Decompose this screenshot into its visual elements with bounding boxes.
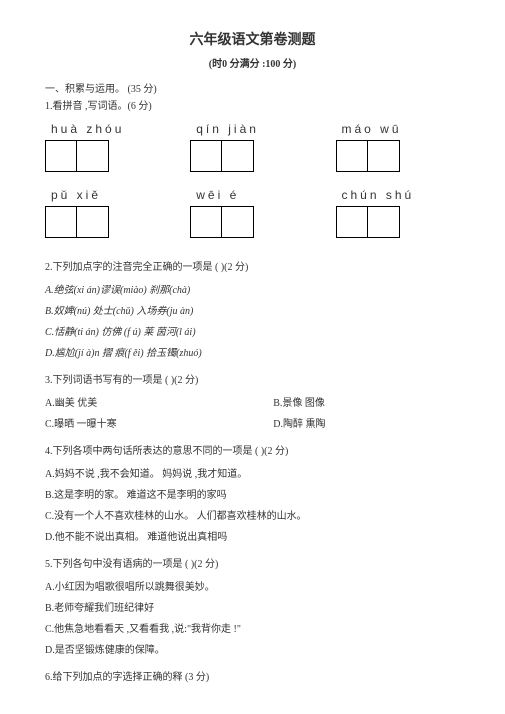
pinyin-text: chún shú <box>336 186 461 204</box>
q5-heading: 5.下列各句中没有语病的一项是 ( )(2 分) <box>45 557 460 572</box>
q3-row-cd: C.曝晒 一曝十寒 D.陶醉 熏陶 <box>45 417 460 432</box>
pinyin-cell-1-1: huà zhóu <box>45 120 170 182</box>
char-box <box>45 206 170 238</box>
q4-option-d: D.他不能不说出真相。 难道他说出真相吗 <box>45 530 460 545</box>
pinyin-cell-2-3: chún shú <box>336 186 461 248</box>
page-subtitle: (时0 分满分 :100 分) <box>45 57 460 72</box>
pinyin-cell-1-2: qín jiàn <box>190 120 315 182</box>
q3-heading: 3.下列词语书写有的一项是 ( )(2 分) <box>45 373 460 388</box>
pinyin-cell-2-2: wēi é <box>190 186 315 248</box>
char-box <box>45 140 170 172</box>
q2-option-a: A.绝弦(xi án)谬误(miào) 刹那(chà) <box>45 283 460 298</box>
char-box <box>336 140 461 172</box>
char-cell <box>45 140 77 172</box>
pinyin-text: pǔ xiě <box>45 186 170 204</box>
pinyin-text: wēi é <box>190 186 315 204</box>
q1-heading: 1.看拼音 ,写词语。(6 分) <box>45 99 460 114</box>
char-cell <box>222 206 254 238</box>
q4-option-c: C.没有一个人不喜欢桂林的山水。 人们都喜欢桂林的山水。 <box>45 509 460 524</box>
char-cell <box>77 206 109 238</box>
pinyin-cell-1-3: máo wū <box>336 120 461 182</box>
char-cell <box>77 140 109 172</box>
q5-option-d: D.是否坚锻炼健康的保障。 <box>45 643 460 658</box>
exam-page: 六年级语文第卷测题 (时0 分满分 :100 分) 一、积累与运用。 (35 分… <box>0 0 505 714</box>
q6-heading: 6.给下列加点的字选择正确的释 (3 分) <box>45 670 460 685</box>
q3-row-ab: A.幽美 优美 B.景像 图像 <box>45 396 460 411</box>
char-cell <box>336 140 368 172</box>
char-box <box>190 140 315 172</box>
q3-option-a: A.幽美 优美 <box>45 396 273 411</box>
q3-option-b: B.景像 图像 <box>273 396 460 411</box>
q3-option-c: C.曝晒 一曝十寒 <box>45 417 273 432</box>
pinyin-cell-2-1: pǔ xiě <box>45 186 170 248</box>
char-cell <box>190 140 222 172</box>
q5-option-b: B.老师夸耀我们班纪律好 <box>45 601 460 616</box>
char-box <box>336 206 461 238</box>
q4-option-a: A.妈妈不说 ,我不会知道。 妈妈说 ,我才知道。 <box>45 467 460 482</box>
char-cell <box>222 140 254 172</box>
pinyin-text: qín jiàn <box>190 120 315 138</box>
char-cell <box>336 206 368 238</box>
char-cell <box>368 140 400 172</box>
pinyin-text: máo wū <box>336 120 461 138</box>
q2-option-c: C.恬静(ti án) 仿佛 (f ú) 莱 茵河(l ái) <box>45 325 460 340</box>
q2-heading: 2.下列加点字的注音完全正确的一项是 ( )(2 分) <box>45 260 460 275</box>
char-cell <box>190 206 222 238</box>
char-box <box>190 206 315 238</box>
q2-option-b: B.奴婢(nú) 处士(chǔ) 入场券(ju àn) <box>45 304 460 319</box>
page-title: 六年级语文第卷测题 <box>45 30 460 51</box>
q4-option-b: B.这是李明的家。 难道这不是李明的家吗 <box>45 488 460 503</box>
pinyin-row-2: pǔ xiě wēi é chún shú <box>45 186 460 248</box>
q5-option-a: A.小红因为唱歌很唱所以跳舞很美妙。 <box>45 580 460 595</box>
q5-option-c: C.他焦急地看看天 ,又看看我 ,说:"我背你走 !" <box>45 622 460 637</box>
q3-option-d: D.陶醉 熏陶 <box>273 417 460 432</box>
char-cell <box>45 206 77 238</box>
q4-heading: 4.下列各项中两句话所表达的意思不同的一项是 ( )(2 分) <box>45 444 460 459</box>
q2-option-d: D.尴尬(jí à)n 摺 痕(f ěi) 拾玉镯(zhuó) <box>45 346 460 361</box>
pinyin-text: huà zhóu <box>45 120 170 138</box>
char-cell <box>368 206 400 238</box>
pinyin-row-1: huà zhóu qín jiàn máo wū <box>45 120 460 182</box>
section-1-heading: 一、积累与运用。 (35 分) <box>45 82 460 97</box>
